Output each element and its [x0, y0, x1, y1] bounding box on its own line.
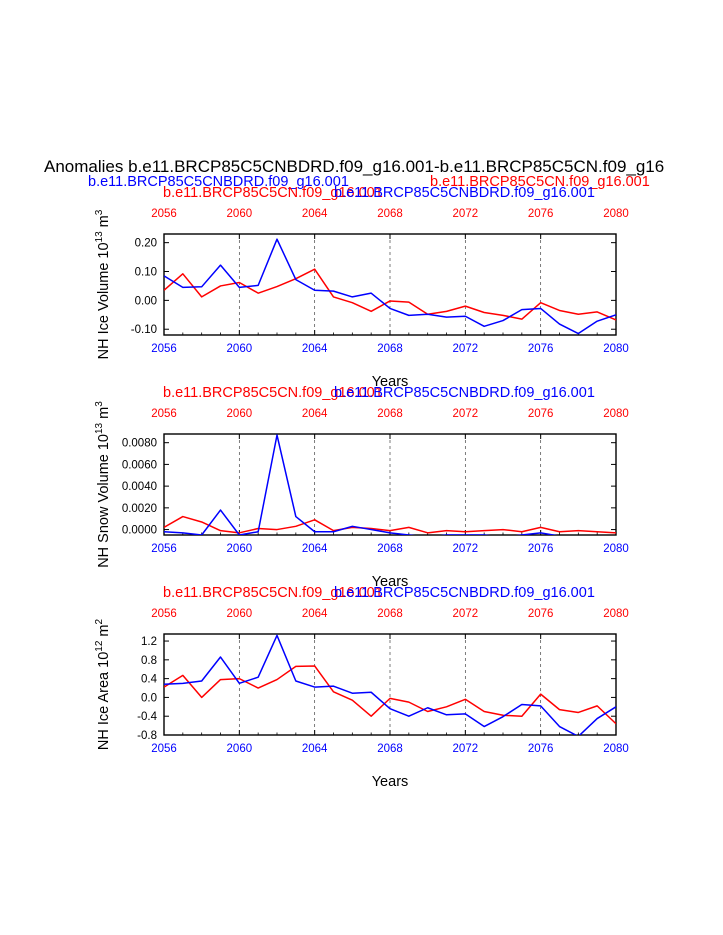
y-axis-label-unit-exponent: 2	[94, 619, 105, 625]
y-axis-label-exponent: 12	[94, 640, 105, 652]
y-axis-label: NH Ice Area 1012 m2	[94, 619, 112, 751]
series-line-red	[164, 268, 616, 321]
chart-panel-1: b.e11.BRCP85C5CN.f09_g16.001b.e11.BRCP85…	[94, 185, 629, 390]
x-tick-label-bottom: 2060	[227, 743, 253, 755]
panel-title-red: b.e11.BRCP85C5CN.f09_g16.001	[163, 385, 383, 401]
y-tick-label: 0.0060	[122, 459, 157, 471]
x-tick-label-top: 2060	[227, 608, 253, 620]
x-tick-label-bottom: 2064	[302, 343, 328, 355]
y-axis-label-text: NH Snow Volume 10	[96, 434, 112, 568]
x-tick-label-top: 2060	[227, 208, 253, 220]
main-title: Anomalies b.e11.BRCP85C5CNBDRD.f09_g16.0…	[44, 157, 664, 176]
series-line-red	[164, 515, 616, 534]
x-tick-label-bottom: 2068	[377, 543, 403, 555]
x-tick-label-bottom: 2076	[528, 543, 554, 555]
panel-title-blue: b.e11.BRCP85C5CNBDRD.f09_g16.001	[334, 385, 595, 401]
x-tick-label-bottom: 2072	[453, 543, 479, 555]
x-tick-label-bottom: 2072	[453, 343, 479, 355]
x-tick-label-top: 2080	[603, 408, 629, 420]
y-axis-label-exponent: 13	[94, 422, 105, 434]
x-tick-label-top: 2068	[377, 608, 403, 620]
y-tick-label: 0.4	[141, 674, 158, 686]
y-tick-label: 0.10	[135, 267, 157, 279]
x-tick-label-bottom: 2056	[151, 743, 177, 755]
y-axis-label-unit: m	[96, 407, 112, 423]
x-tick-label-top: 2076	[528, 408, 554, 420]
x-tick-label-top: 2056	[151, 608, 177, 620]
x-tick-label-bottom: 2076	[528, 343, 554, 355]
y-tick-label: 0.0020	[122, 503, 157, 515]
chart-panel-3: b.e11.BRCP85C5CN.f09_g16.001b.e11.BRCP85…	[94, 585, 629, 790]
x-tick-label-top: 2060	[227, 408, 253, 420]
x-tick-label-top: 2076	[528, 208, 554, 220]
panel-title-red: b.e11.BRCP85C5CN.f09_g16.001	[163, 585, 383, 601]
y-tick-label: -0.10	[131, 324, 157, 336]
y-axis-label-unit: m	[96, 215, 112, 231]
legend-top-left: b.e11.BRCP85C5CNBDRD.f09_g16.001	[88, 174, 349, 190]
series-line-red	[164, 665, 616, 725]
series-line-blue	[164, 434, 558, 535]
y-tick-label: 0.20	[135, 238, 157, 250]
x-axis-label: Years	[372, 574, 409, 590]
x-tick-label-top: 2080	[603, 608, 629, 620]
x-tick-label-bottom: 2060	[227, 343, 253, 355]
y-axis-label-text: NH Ice Area 10	[96, 652, 112, 750]
x-tick-label-top: 2056	[151, 208, 177, 220]
x-tick-label-top: 2064	[302, 608, 328, 620]
x-axis-label: Years	[372, 774, 409, 790]
y-axis-label: NH Snow Volume 1013 m3	[94, 401, 112, 568]
y-axis-label-exponent: 13	[94, 231, 105, 243]
x-tick-label-top: 2056	[151, 408, 177, 420]
y-axis-label-unit-exponent: 3	[94, 209, 105, 215]
y-tick-label: 0.0080	[122, 438, 157, 450]
y-axis-label: NH Ice Volume 1013 m3	[94, 209, 112, 359]
x-tick-label-bottom: 2080	[603, 343, 629, 355]
x-tick-label-top: 2064	[302, 208, 328, 220]
x-tick-label-bottom: 2060	[227, 543, 253, 555]
panel-title-blue: b.e11.BRCP85C5CNBDRD.f09_g16.001	[334, 585, 595, 601]
x-axis-label: Years	[372, 374, 409, 390]
panel-title-blue: b.e11.BRCP85C5CNBDRD.f09_g16.001	[334, 185, 595, 201]
x-tick-label-bottom: 2080	[603, 743, 629, 755]
y-tick-label: 0.8	[141, 655, 157, 667]
y-tick-label: 0.00	[135, 295, 157, 307]
x-tick-label-bottom: 2072	[453, 743, 479, 755]
y-tick-label: 1.2	[141, 636, 157, 648]
x-tick-label-top: 2068	[377, 408, 403, 420]
x-tick-label-bottom: 2064	[302, 543, 328, 555]
series-line-blue	[164, 634, 616, 735]
x-tick-label-top: 2072	[453, 608, 479, 620]
panels: b.e11.BRCP85C5CN.f09_g16.001b.e11.BRCP85…	[94, 185, 629, 790]
x-tick-label-top: 2072	[453, 208, 479, 220]
panel-title-red: b.e11.BRCP85C5CN.f09_g16.001	[163, 185, 383, 201]
y-axis-label-unit: m	[96, 625, 112, 641]
x-tick-label-top: 2076	[528, 608, 554, 620]
y-axis-label-unit-exponent: 3	[94, 401, 105, 407]
series-line-blue	[164, 238, 616, 335]
chart-panel-2: b.e11.BRCP85C5CN.f09_g16.001b.e11.BRCP85…	[94, 385, 629, 590]
x-tick-label-top: 2068	[377, 208, 403, 220]
y-axis-label-text: NH Ice Volume 10	[96, 242, 112, 359]
legend-top-right: b.e11.BRCP85C5CN.f09_g16.001	[430, 174, 650, 190]
x-tick-label-top: 2080	[603, 208, 629, 220]
x-tick-label-top: 2064	[302, 408, 328, 420]
x-tick-label-bottom: 2064	[302, 743, 328, 755]
x-tick-label-top: 2072	[453, 408, 479, 420]
y-tick-label: 0.0040	[122, 481, 157, 493]
y-tick-label: -0.4	[137, 711, 157, 723]
y-tick-label: 0.0000	[122, 525, 157, 537]
x-tick-label-bottom: 2068	[377, 343, 403, 355]
x-tick-label-bottom: 2056	[151, 343, 177, 355]
x-tick-label-bottom: 2068	[377, 743, 403, 755]
y-tick-label: 0.0	[141, 692, 157, 704]
y-tick-label: -0.8	[137, 730, 157, 742]
x-tick-label-bottom: 2080	[603, 543, 629, 555]
x-tick-label-bottom: 2056	[151, 543, 177, 555]
x-tick-label-bottom: 2076	[528, 743, 554, 755]
